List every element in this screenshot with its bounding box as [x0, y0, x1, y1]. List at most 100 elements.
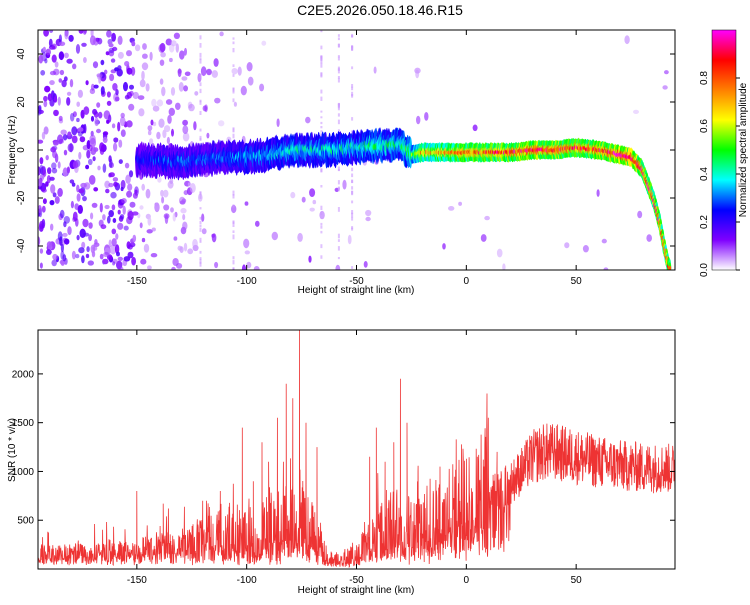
spectrogram-noise-cell	[52, 192, 57, 198]
spectrogram-noise-cell	[117, 209, 121, 215]
spectrogram-noise-cell	[218, 120, 225, 127]
spectrogram-noise-cell	[70, 112, 75, 122]
spectrogram-noise-cell	[232, 267, 235, 270]
spectrogram-noise-cell	[82, 218, 89, 228]
spectrogram-noise-cell	[110, 191, 117, 199]
spectrogram-noise-cell	[92, 246, 98, 251]
spectrogram-noise-cell	[199, 250, 202, 254]
spectrogram-noise-cell	[199, 100, 202, 105]
spectrogram-noise-cell	[337, 180, 340, 185]
colorbar-gradient	[711, 29, 737, 271]
spectrogram-noise-cell	[414, 67, 421, 74]
spectrogram-noise-cell	[57, 231, 63, 242]
spectrogram-noise-cell	[199, 220, 202, 225]
spectrogram-noise-cell	[117, 121, 121, 132]
spectrogram-x-axis: -150 -100 -50 0 50	[127, 30, 582, 287]
spectrogram-noise-cell	[199, 237, 202, 242]
spectrogram-noise-cell	[177, 68, 182, 78]
spectrogram-noise-cell	[633, 109, 639, 114]
spectrogram-noise-cell	[69, 142, 73, 153]
spectrogram-noise-cell	[45, 48, 51, 56]
spectrogram-noise-cell	[143, 243, 150, 253]
spectrogram-noise-cell	[170, 207, 174, 213]
spectrogram-noise-cell	[38, 139, 44, 144]
spectrogram-noise-cell	[128, 170, 134, 178]
spectrogram-noise-cell	[188, 103, 195, 112]
spectrogram-noise-cell	[125, 174, 131, 184]
spectrogram-noise-cell	[147, 130, 152, 136]
spectrogram-noise-cell	[137, 95, 145, 100]
spectrogram-noise-cell	[89, 134, 96, 145]
spectrogram-noise-cell	[131, 256, 137, 266]
spectrogram-noise-cell	[113, 181, 118, 187]
spectrogram-noise-cell	[117, 256, 124, 261]
spectrogram-noise-cell	[40, 70, 46, 76]
spectrogram-noise-cell	[151, 98, 157, 107]
spectrogram-noise-cell	[232, 41, 235, 45]
spectrogram-noise-cell	[158, 118, 165, 128]
spectrogram-noise-cell	[74, 203, 79, 211]
spectrogram-noise-cell	[123, 225, 129, 231]
spectrogram-noise-cell	[173, 236, 178, 241]
spectrogram-noise-cell	[199, 73, 202, 78]
spectrogram-noise-cell	[106, 100, 112, 106]
spectrogram-noise-cell	[75, 253, 80, 259]
spectrogram-noise-cell	[131, 41, 136, 47]
spectrogram-noise-cell	[111, 123, 116, 129]
spectrogram-noise-cell	[233, 101, 237, 107]
spectrogram-noise-cell	[351, 46, 354, 51]
spectrogram-noise-cell	[308, 255, 312, 263]
spectrogram-noise-cell	[83, 106, 90, 115]
spectrogram-noise-cell	[63, 221, 67, 228]
spectrogram-noise-cell	[58, 78, 63, 83]
spectrogram-noise-cell	[62, 133, 68, 141]
spectrogram-noise-cell	[141, 237, 146, 243]
spectrogram-noise-cell	[100, 224, 107, 230]
spectrogram-noise-cell	[98, 76, 102, 84]
spectrogram-noise-cell	[112, 177, 119, 182]
spectrogram-noise-cell	[61, 79, 67, 88]
spectrogram-noise-cell	[424, 112, 429, 121]
spectrogram-noise-cell	[193, 121, 197, 131]
spectrogram-noise-cell	[156, 131, 161, 140]
x-tick-label: -50	[349, 276, 364, 287]
spectrogram-noise-cell	[89, 35, 96, 46]
spectrogram-noise-cell	[320, 255, 323, 259]
snr-x-axis: -150 -100 -50 0 50	[127, 330, 582, 586]
spectrogram-noise-cell	[199, 261, 202, 267]
spectrogram-noise-cell	[38, 205, 42, 213]
spectrogram-noise-cell	[139, 222, 143, 229]
spectrogram-noise-cell	[351, 200, 354, 204]
spectrogram-noise-cell	[309, 188, 316, 198]
spectrogram-noise-cell	[180, 207, 187, 214]
spectrogram-noise-cell	[337, 207, 340, 212]
spectrogram-noise-cell	[53, 109, 59, 117]
spectrogram-noise-cell	[119, 214, 125, 220]
spectrogram-noise-cell	[108, 210, 114, 218]
spectrogram-noise-cell	[232, 222, 235, 227]
spectrogram-noise-cell	[232, 256, 235, 260]
spectrogram-noise-cell	[120, 266, 124, 270]
spectrogram-noise-cell	[167, 114, 172, 124]
spectrogram-noise-cell	[58, 34, 63, 44]
spectrogram-noise-cell	[163, 204, 170, 211]
spectrogram-noise-cell	[183, 242, 188, 252]
spectrogram-noise-cell	[175, 102, 181, 111]
spectrogram-noise-cell	[113, 142, 118, 152]
spectrogram-noise-cell	[320, 126, 323, 129]
spectrogram-noise-cell	[104, 204, 110, 210]
spectrogram-noise-cell	[337, 168, 340, 172]
spectrogram-noise-cell	[99, 253, 104, 260]
spectrogram-noise-cell	[147, 125, 153, 131]
spectrogram-noise-cell	[86, 246, 90, 253]
spectrogram-noise-cell	[112, 218, 117, 223]
spectrogram-noise-cell	[337, 246, 340, 251]
spectrogram-noise-cell	[145, 188, 151, 199]
spectrogram-noise-cell	[127, 183, 133, 191]
x-tick-label: 0	[464, 575, 470, 586]
spectrogram-noise-cell	[124, 162, 130, 169]
spectrogram-noise-cell	[662, 85, 668, 90]
spectrogram-noise-cell	[337, 106, 340, 111]
spectrogram-noise-cell	[114, 244, 120, 254]
spectrogram-noise-cell	[128, 103, 135, 111]
